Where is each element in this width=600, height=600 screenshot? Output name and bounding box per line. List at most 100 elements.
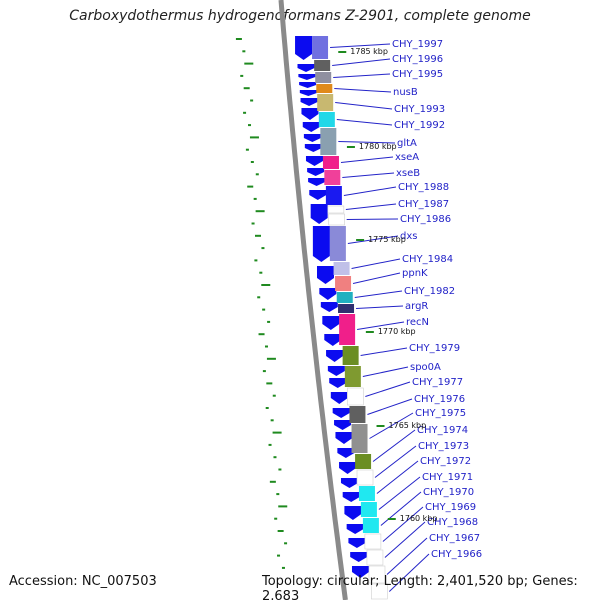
gc-content-tick [268, 443, 272, 446]
gene-label: CHY_1984 [402, 254, 453, 265]
gc-content-tick [251, 222, 255, 225]
kbp-label: 1770 kbp [378, 327, 416, 336]
gc-content-tick [240, 74, 244, 77]
gene-leader-line [345, 203, 397, 210]
reverse-strand-gene-block [316, 84, 333, 93]
kbp-label: 1765 kbp [389, 421, 427, 430]
gene-leader-line [384, 521, 426, 558]
reverse-strand-gene-block [349, 406, 366, 423]
forward-strand-gene-arrow [316, 266, 334, 284]
gc-content-tick [262, 308, 266, 311]
gc-content-tick [249, 136, 259, 139]
reverse-strand-gene-block [362, 518, 379, 533]
gc-content-tick [278, 505, 288, 508]
gc-content-tick [266, 357, 276, 360]
gene-label: CHY_1967 [429, 533, 480, 544]
gene-label: argR [405, 301, 428, 312]
gene-leader-line [356, 305, 404, 309]
gene-leader-line [351, 258, 401, 269]
reverse-strand-gene-block [336, 292, 353, 303]
gc-content-tick [267, 320, 271, 323]
gc-content-tick [265, 407, 269, 409]
reverse-strand-gene-block [333, 262, 350, 275]
reverse-strand-gene-block [322, 156, 339, 169]
reverse-strand-gene-block [371, 583, 388, 600]
gene-label: CHY_1970 [423, 487, 474, 498]
gene-label: gltA [397, 138, 417, 149]
forward-strand-gene-arrow [322, 316, 340, 330]
gc-content-tick [277, 554, 281, 557]
gene-label: CHY_1977 [412, 377, 463, 388]
gene-label: CHY_1971 [422, 472, 473, 483]
gc-content-tick [257, 296, 261, 299]
forward-strand-gene-arrow [305, 156, 323, 166]
gene-leader-line [332, 58, 391, 66]
gene-leader-line [334, 88, 392, 93]
forward-strand-gene-arrow [319, 288, 337, 300]
gene-label: CHY_1996 [392, 54, 443, 65]
gene-label: CHY_1987 [398, 199, 449, 210]
gc-content-tick [273, 456, 277, 459]
reverse-strand-gene-block [356, 469, 374, 486]
gc-content-tick [235, 38, 242, 40]
forward-strand-gene-arrow [302, 122, 320, 132]
gene-label: CHY_1974 [417, 425, 468, 436]
gene-label: CHY_1966 [431, 549, 482, 560]
forward-strand-gene-arrow [324, 334, 342, 346]
forward-strand-gene-arrow [351, 566, 369, 578]
accession-label: Accession: NC_007503 [9, 574, 157, 589]
forward-strand-gene-arrow [332, 408, 350, 418]
gene-label: recN [406, 317, 429, 328]
gene-leader-line [346, 218, 399, 220]
forward-strand-gene-arrow [309, 190, 327, 200]
gc-content-tick [258, 333, 265, 336]
gene-label: CHY_1969 [425, 502, 476, 513]
gene-leader-line [335, 102, 393, 110]
forward-strand-gene-arrow [327, 366, 345, 376]
reverse-strand-gene-block [317, 94, 334, 111]
gene-leader-line [333, 73, 391, 78]
reverse-strand-gene-block [328, 213, 345, 226]
gene-leader-line [362, 366, 409, 377]
gc-content-tick [255, 173, 259, 176]
reverse-strand-gene-block [355, 454, 372, 469]
gc-content-tick [259, 271, 263, 274]
gene-leader-line [378, 476, 421, 510]
gc-content-tick [261, 247, 265, 250]
gc-content-tick [242, 50, 246, 53]
gene-leader-line [388, 553, 430, 592]
gene-leader-line [330, 43, 391, 48]
gene-leader-line [372, 429, 416, 462]
gene-leader-line [380, 491, 422, 526]
reverse-strand-gene-block [344, 366, 361, 387]
reverse-strand-gene-block [347, 387, 364, 406]
reverse-strand-gene-block [339, 314, 356, 345]
gc-content-tick [245, 148, 249, 151]
gc-content-tick [269, 480, 276, 483]
gene-leader-line [376, 460, 419, 494]
genome-backbone [278, 0, 348, 600]
gc-content-tick [281, 566, 285, 569]
gc-content-tick [274, 517, 278, 520]
forward-strand-gene-arrow [350, 552, 368, 562]
forward-strand-gene-arrow [334, 420, 352, 430]
gene-label: CHY_1976 [414, 394, 465, 405]
reverse-strand-gene-block [364, 533, 382, 550]
forward-strand-gene-arrow [348, 538, 366, 548]
reverse-strand-gene-block [327, 205, 345, 214]
forward-strand-gene-arrow [326, 350, 344, 362]
gc-content-tick [261, 284, 271, 286]
gene-label: CHY_1972 [420, 456, 471, 467]
reverse-strand-gene-block [325, 186, 342, 205]
gc-content-tick [264, 345, 268, 348]
forward-strand-gene-arrow [301, 108, 319, 120]
gc-content-tick [254, 259, 258, 262]
gene-label: CHY_1982 [404, 286, 455, 297]
gene-leader-line [382, 506, 424, 542]
forward-strand-gene-arrow [298, 74, 316, 80]
forward-strand-gene-arrow [344, 506, 362, 520]
map-title: Carboxydothermus hydrogenoformans Z-2901… [69, 8, 531, 24]
gc-content-tick [243, 111, 247, 114]
gene-label: CHY_1973 [418, 441, 469, 452]
gc-content-tick [284, 542, 288, 545]
